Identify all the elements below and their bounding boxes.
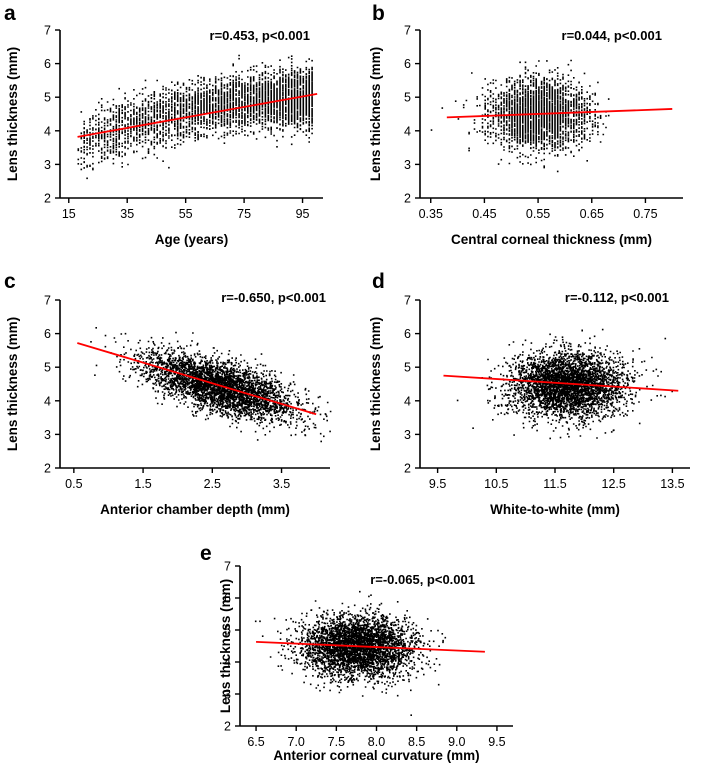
y-tick-label: 7 <box>224 560 231 574</box>
x-axis-label: Age (years) <box>155 232 229 247</box>
panel-b: 2 3 4 5 6 7 0.35 0.45 0.55 0.65 0.75 Central cornea… <box>368 2 683 247</box>
y-tick-label: 6 <box>404 57 411 71</box>
y-tick-label: 5 <box>404 361 411 375</box>
y-tick-label: 4 <box>44 124 51 138</box>
panel-c: 2 3 4 5 6 7 0.5 1.5 2.5 3.5 Anterior chamber depth… <box>4 270 332 517</box>
regression-line <box>443 374 679 392</box>
regression-line <box>256 640 485 653</box>
panel-a: 2 3 4 5 6 7 15 35 55 75 95 Age (years) Lens thicknes… <box>4 2 323 247</box>
x-tick-label: 8.0 <box>368 735 385 749</box>
y-tick-label: 5 <box>224 624 231 638</box>
y-axis-label: Lens thickness (mm) <box>218 579 233 713</box>
x-tick-label: 0.55 <box>526 207 550 221</box>
y-axis-label: Lens thickness (mm) <box>5 47 20 181</box>
regression-line <box>77 92 318 138</box>
y-tick-label: 3 <box>224 688 231 702</box>
stats-annotation: r=0.044, p<0.001 <box>562 28 662 43</box>
data-points <box>90 327 332 443</box>
panel-letter: a <box>4 2 16 25</box>
x-tick-label: 35 <box>120 207 134 221</box>
y-tick-label: 2 <box>44 192 51 206</box>
x-tick-label: 95 <box>296 207 310 221</box>
stats-annotation: r=-0.650, p<0.001 <box>221 290 326 305</box>
x-tick-label: 75 <box>237 207 251 221</box>
y-tick-label: 2 <box>404 192 411 206</box>
y-tick-label: 6 <box>44 57 51 71</box>
y-tick-label: 6 <box>404 327 411 341</box>
x-tick-label: 12.5 <box>602 477 626 491</box>
y-tick-label: 4 <box>404 394 411 408</box>
y-tick-label: 5 <box>44 91 51 105</box>
y-tick-label: 6 <box>224 592 231 606</box>
x-tick-label: 9.5 <box>488 735 505 749</box>
y-tick-label: 3 <box>44 158 51 172</box>
x-tick-label: 11.5 <box>543 477 566 491</box>
y-axis-label: Lens thickness (mm) <box>368 47 383 181</box>
data-points <box>430 59 610 173</box>
x-tick-label: 1.5 <box>134 477 151 491</box>
scatter-points <box>254 590 447 716</box>
y-tick-label: 3 <box>404 428 411 442</box>
y-tick-label: 5 <box>404 91 411 105</box>
x-tick-label: 55 <box>179 207 193 221</box>
x-tick-label: 9.5 <box>429 477 446 491</box>
regression-line <box>77 342 317 416</box>
x-tick-label: 0.75 <box>633 207 657 221</box>
y-tick-label: 2 <box>224 720 231 734</box>
x-axis-label: Anterior chamber depth (mm) <box>100 502 290 517</box>
stats-annotation: r=-0.112, p<0.001 <box>565 290 669 305</box>
x-tick-label: 9.0 <box>448 735 465 749</box>
y-tick-label: 2 <box>404 462 411 476</box>
y-axis-label: Lens thickness (mm) <box>368 317 383 451</box>
y-tick-label: 4 <box>404 124 411 138</box>
data-points <box>254 590 447 716</box>
panel-letter: d <box>372 270 385 293</box>
panel-d: 2 3 4 5 6 7 9.5 10.5 11.5 12.5 13.5 White-to-white … <box>368 270 690 517</box>
panel-letter: e <box>200 542 212 565</box>
x-tick-label: 3.5 <box>273 477 290 491</box>
y-axis-label: Lens thickness (mm) <box>5 317 20 451</box>
y-tick-label: 7 <box>404 24 411 38</box>
scatter-points <box>430 59 610 173</box>
stats-annotation: r=-0.065, p<0.001 <box>370 572 475 587</box>
x-tick-label: 6.5 <box>247 735 264 749</box>
y-tick-label: 6 <box>44 327 51 341</box>
y-tick-label: 4 <box>44 394 51 408</box>
y-tick-label: 2 <box>44 462 51 476</box>
x-tick-label: 0.5 <box>65 477 82 491</box>
x-axis-label: Central corneal thickness (mm) <box>451 232 652 247</box>
panel-e: 2 3 4 5 6 7 6.5 7.0 7.5 8.0 8.5 9.0 9.5 Anterior corn… <box>200 542 513 763</box>
scatter-points <box>90 327 332 443</box>
regression-line <box>446 108 673 119</box>
x-tick-label: 7.0 <box>288 735 305 749</box>
x-tick-label: 15 <box>62 207 76 221</box>
y-tick-label: 7 <box>44 24 51 38</box>
y-tick-label: 3 <box>44 428 51 442</box>
x-tick-label: 13.5 <box>660 477 684 491</box>
x-axis-label: White-to-white (mm) <box>490 502 620 517</box>
x-tick-label: 10.5 <box>484 477 508 491</box>
x-axis-label: Anterior corneal curvature (mm) <box>273 748 479 763</box>
scatter-points <box>77 54 313 180</box>
x-tick-label: 0.45 <box>472 207 496 221</box>
x-tick-label: 0.65 <box>580 207 604 221</box>
data-points <box>77 54 313 180</box>
x-tick-label: 8.5 <box>408 735 425 749</box>
y-tick-label: 3 <box>404 158 411 172</box>
y-tick-label: 4 <box>224 656 231 670</box>
x-tick-label: 0.35 <box>419 207 443 221</box>
panel-letter: b <box>372 2 385 25</box>
x-tick-label: 7.5 <box>328 735 345 749</box>
panel-letter: c <box>4 270 16 293</box>
stats-annotation: r=0.453, p<0.001 <box>210 28 310 43</box>
x-tick-label: 2.5 <box>204 477 221 491</box>
y-tick-label: 7 <box>404 294 411 308</box>
y-tick-label: 7 <box>44 294 51 308</box>
y-tick-label: 5 <box>44 361 51 375</box>
